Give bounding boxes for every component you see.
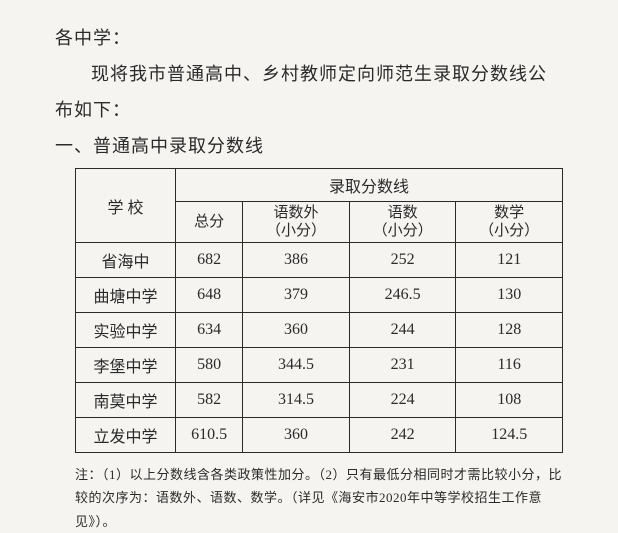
cell-ys: 252 (349, 243, 456, 278)
header-yuwaishu-label: 语数外 (274, 205, 319, 221)
cell-total: 582 (176, 383, 243, 418)
cell-school: 曲塘中学 (76, 278, 176, 313)
cell-ysw: 344.5 (243, 348, 350, 383)
header-yushu-label: 语数 (388, 205, 418, 221)
header-shuxue: 数学 （小分） (456, 202, 563, 243)
header-total: 总分 (176, 202, 243, 243)
section-title: 一、普通高中录取分数线 (55, 128, 563, 164)
cell-sx: 108 (456, 383, 563, 418)
cell-ys: 246.5 (349, 278, 456, 313)
header-yushu-sub: （小分） (373, 223, 433, 239)
cell-school: 李堡中学 (76, 348, 176, 383)
cell-school: 省海中 (76, 243, 176, 278)
cell-sx: 116 (456, 348, 563, 383)
cell-total: 648 (176, 278, 243, 313)
cell-ysw: 314.5 (243, 383, 350, 418)
cell-total: 682 (176, 243, 243, 278)
table-row: 南莫中学582314.5224108 (76, 383, 563, 418)
cell-sx: 124.5 (456, 418, 563, 453)
table-row: 李堡中学580344.5231116 (76, 348, 563, 383)
cell-ysw: 379 (243, 278, 350, 313)
greeting-text: 各中学： (55, 20, 563, 56)
header-yuwaishu-sub: （小分） (266, 223, 326, 239)
cell-ys: 231 (349, 348, 456, 383)
cell-ys: 224 (349, 383, 456, 418)
header-shuxue-label: 数学 (494, 205, 524, 221)
cell-total: 580 (176, 348, 243, 383)
cell-sx: 121 (456, 243, 563, 278)
cell-ys: 244 (349, 313, 456, 348)
score-table: 学 校 录取分数线 总分 语数外 （小分） 语数 （小分） 数学 （小分） 省海… (75, 168, 563, 453)
cell-total: 634 (176, 313, 243, 348)
intro-text: 现将我市普通高中、乡村教师定向师范生录取分数线公布如下： (55, 56, 563, 128)
cell-ysw: 360 (243, 313, 350, 348)
table-row: 曲塘中学648379246.5130 (76, 278, 563, 313)
cell-sx: 128 (456, 313, 563, 348)
cell-total: 610.5 (176, 418, 243, 453)
table-row: 省海中682386252121 (76, 243, 563, 278)
header-yushu: 语数 （小分） (349, 202, 456, 243)
table-body: 省海中682386252121曲塘中学648379246.5130实验中学634… (76, 243, 563, 453)
cell-school: 南莫中学 (76, 383, 176, 418)
cell-school: 实验中学 (76, 313, 176, 348)
cell-sx: 130 (456, 278, 563, 313)
cell-ysw: 386 (243, 243, 350, 278)
header-scores: 录取分数线 (176, 169, 563, 202)
header-yuwaishu: 语数外 （小分） (243, 202, 350, 243)
table-row: 实验中学634360244128 (76, 313, 563, 348)
cell-ysw: 360 (243, 418, 350, 453)
header-shuxue-sub: （小分） (479, 223, 539, 239)
table-row: 立发中学610.5360242124.5 (76, 418, 563, 453)
cell-ys: 242 (349, 418, 456, 453)
footnote-text: 注：（1）以上分数线含各类政策性加分。（2）只有最低分相同时才需比较小分，比较的… (75, 463, 563, 533)
header-school: 学 校 (76, 169, 176, 243)
cell-school: 立发中学 (76, 418, 176, 453)
